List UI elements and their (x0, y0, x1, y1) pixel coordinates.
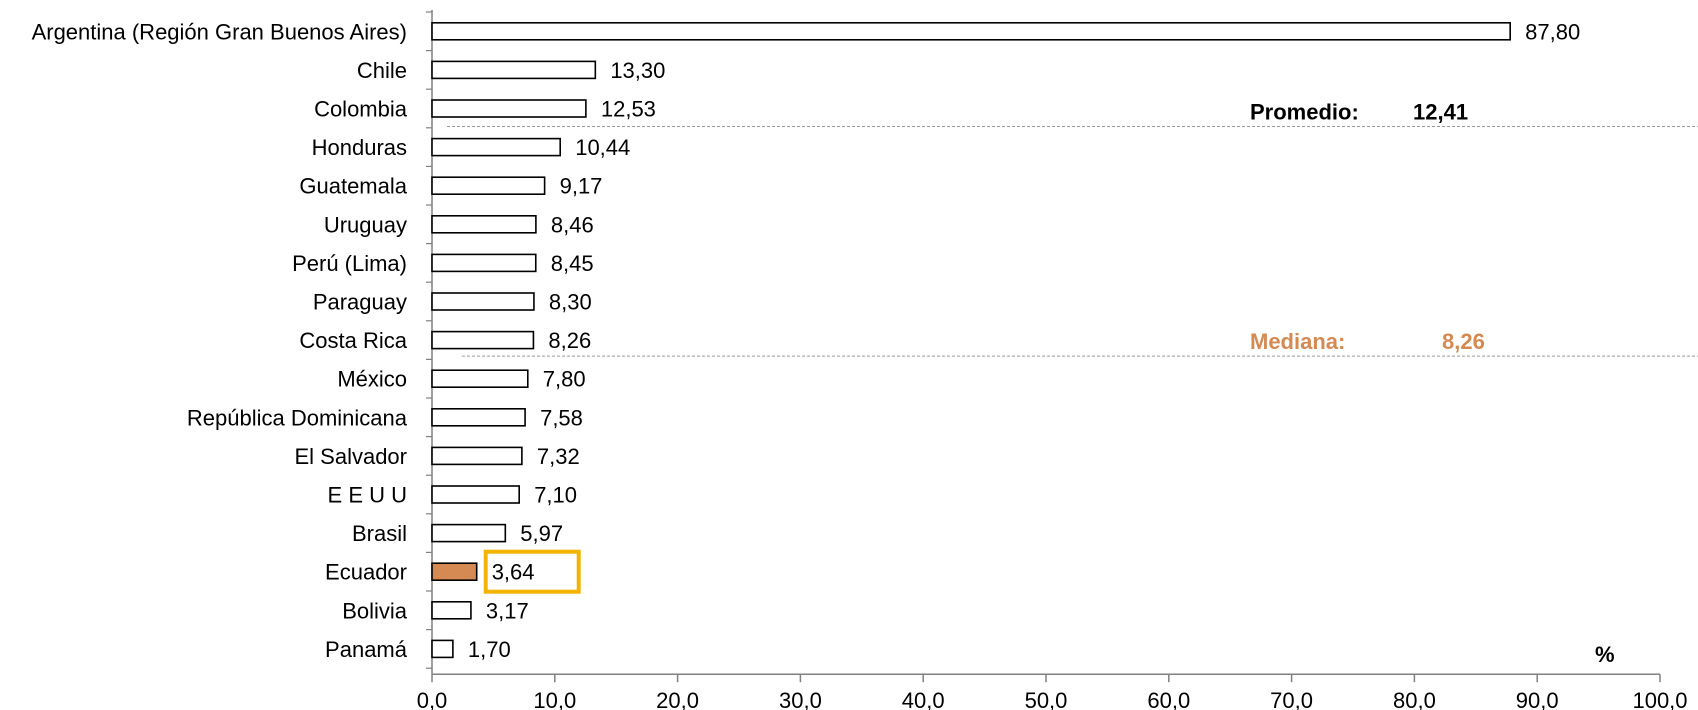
x-tick-label: 0,0 (417, 688, 448, 710)
data-label: 5,97 (520, 521, 563, 546)
category-label: Panamá (325, 637, 408, 662)
data-label: 7,32 (537, 444, 580, 469)
category-label: Bolivia (342, 598, 408, 623)
data-label: 7,80 (543, 367, 586, 392)
data-label: 9,17 (560, 174, 603, 199)
mean-value: 12,41 (1413, 100, 1468, 125)
x-tick-label: 70,0 (1270, 688, 1313, 710)
data-label: 13,30 (610, 58, 665, 83)
category-label: Colombia (314, 97, 408, 122)
bar-highlight (431, 562, 478, 582)
category-label: Brasil (352, 521, 407, 546)
data-label: 7,58 (540, 405, 583, 430)
category-label: Argentina (Región Gran Buenos Aires) (32, 19, 407, 44)
highlight-box (483, 549, 581, 594)
category-label: Paraguay (313, 290, 407, 315)
bar (431, 176, 546, 195)
data-label: 87,80 (1525, 19, 1580, 44)
x-tick-label: 40,0 (902, 688, 945, 710)
data-label: 7,10 (534, 483, 577, 508)
category-label: Guatemala (299, 174, 407, 199)
bar (431, 292, 535, 311)
data-label: 3,64 (492, 560, 535, 585)
category-label: Uruguay (324, 212, 407, 237)
bar (431, 21, 1511, 41)
bar (431, 253, 537, 273)
data-label: 8,46 (551, 212, 594, 237)
x-tick-label: 20,0 (656, 688, 699, 710)
category-label: Perú (Lima) (292, 251, 407, 276)
bar (431, 60, 597, 80)
bar (431, 639, 454, 659)
bar (431, 369, 529, 389)
x-tick-label: 60,0 (1147, 688, 1190, 710)
median-value: 8,26 (1442, 329, 1485, 354)
category-label: México (337, 367, 407, 392)
x-tick-label: 100,0 (1632, 688, 1687, 710)
bar (431, 407, 526, 427)
data-label: 8,26 (548, 328, 591, 353)
category-label: Chile (357, 58, 407, 83)
x-tick-label: 90,0 (1516, 688, 1559, 710)
data-label: 8,30 (549, 290, 592, 315)
category-label: E E U U (328, 483, 407, 508)
category-label: Costa Rica (299, 328, 407, 353)
x-tick-label: 80,0 (1393, 688, 1436, 710)
category-label: El Salvador (294, 444, 407, 469)
mean-label: Promedio: (1250, 100, 1359, 125)
data-label: 1,70 (468, 637, 511, 662)
x-tick-label: 50,0 (1025, 688, 1068, 710)
bar (431, 137, 562, 157)
bar (431, 485, 520, 504)
x-tick-label: 30,0 (779, 688, 822, 710)
data-label: 8,45 (551, 251, 594, 276)
median-label: Mediana: (1250, 329, 1345, 354)
unit-label: % (1595, 642, 1615, 667)
category-label: Ecuador (325, 560, 407, 585)
bar (431, 446, 523, 466)
bar (431, 330, 535, 350)
data-label: 10,44 (575, 135, 630, 160)
bar (431, 215, 537, 234)
bar (431, 523, 507, 543)
data-label: 12,53 (601, 97, 656, 122)
bar (431, 99, 587, 118)
x-tick-label: 10,0 (533, 688, 576, 710)
category-label: República Dominicana (187, 405, 408, 430)
bar (431, 600, 472, 620)
category-label: Honduras (312, 135, 407, 160)
data-label: 3,17 (486, 598, 529, 623)
